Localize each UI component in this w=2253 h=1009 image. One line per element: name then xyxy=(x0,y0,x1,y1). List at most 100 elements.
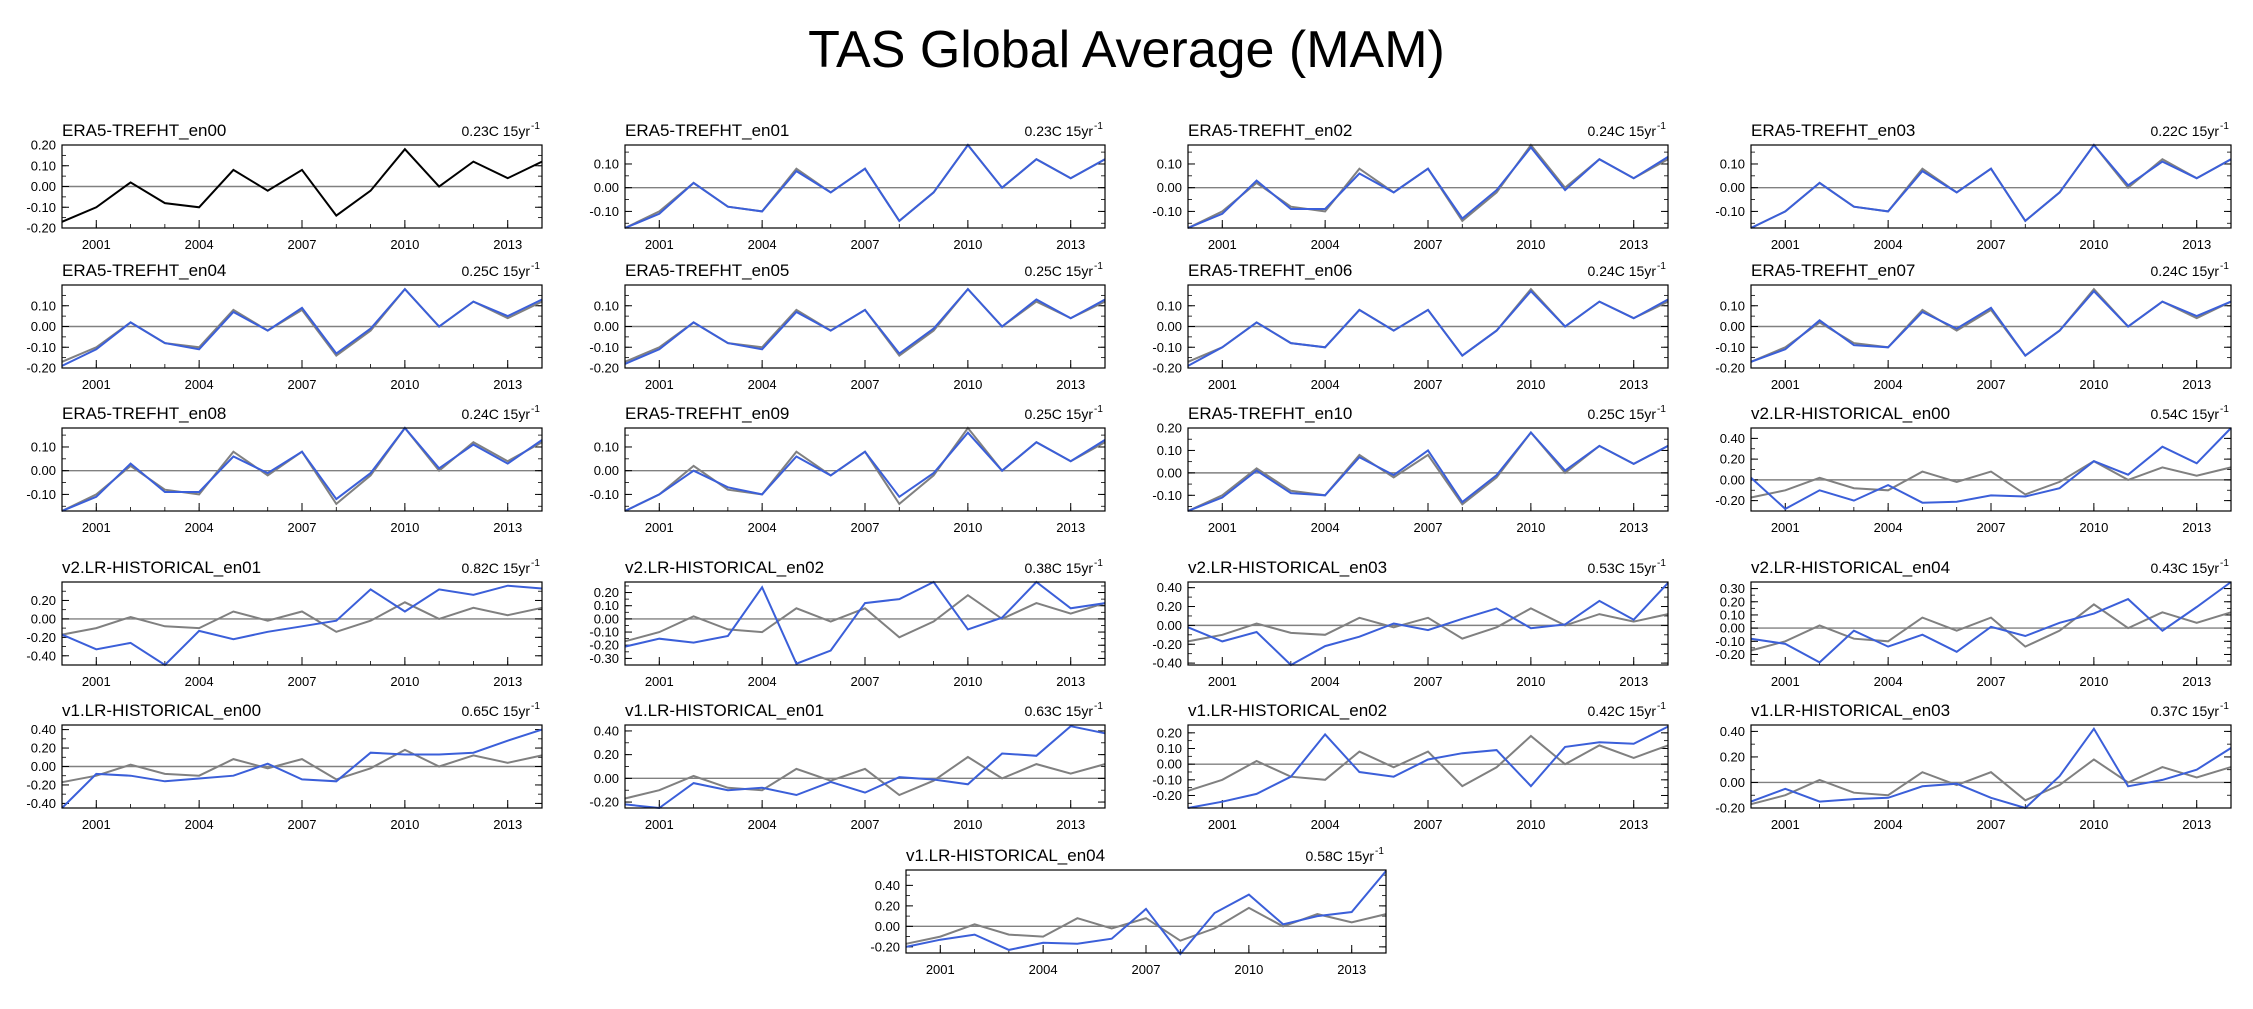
panel-title: ERA5-TREFHT_en00 xyxy=(62,121,226,140)
model-series-line xyxy=(1187,289,1669,367)
plot-frame xyxy=(61,581,543,666)
ytick-label: -0.20 xyxy=(1152,361,1182,376)
xtick-label: 2007 xyxy=(288,817,317,832)
plot-frame xyxy=(1750,144,2232,229)
xtick-label: 2013 xyxy=(1056,237,1085,252)
panel-trend: 0.24C 15yr xyxy=(1588,263,1657,279)
xtick-label: 2007 xyxy=(1414,520,1443,535)
xtick-label: 2001 xyxy=(645,520,674,535)
plot-frame xyxy=(61,144,543,229)
ytick-label: 0.10 xyxy=(1157,156,1182,171)
xtick-label: 2007 xyxy=(1977,674,2006,689)
panel-title: v2.LR-HISTORICAL_en02 xyxy=(625,558,824,577)
panel-trend: 0.25C 15yr xyxy=(1025,406,1094,422)
panel-trend: 0.58C 15yr xyxy=(1306,848,1375,864)
xtick-label: 2001 xyxy=(82,817,111,832)
ytick-label: 0.40 xyxy=(1720,431,1745,446)
xtick-label: 2007 xyxy=(851,674,880,689)
plot-frame xyxy=(61,724,543,809)
ytick-label: 0.00 xyxy=(31,759,56,774)
reference-series-line xyxy=(624,593,1106,643)
panel-v2.LR-HISTORICAL_en01: v2.LR-HISTORICAL_en01 0.82C 15yr -1 0.20 0.0… xyxy=(26,558,543,689)
ytick-label: -0.10 xyxy=(1152,488,1182,503)
xtick-label: 2007 xyxy=(851,237,880,252)
figure-title: TAS Global Average (MAM) xyxy=(808,21,1445,79)
model-series-line xyxy=(1187,145,1669,229)
panel-trend: 0.82C 15yr xyxy=(462,560,531,576)
xtick-label: 2001 xyxy=(645,674,674,689)
trend-exponent: -1 xyxy=(1657,404,1666,415)
panel-title: ERA5-TREFHT_en08 xyxy=(62,404,226,423)
ytick-label: -0.10 xyxy=(589,487,619,502)
ytick-label: 0.20 xyxy=(594,585,619,600)
ytick-label: -0.20 xyxy=(1152,788,1182,803)
xtick-label: 2001 xyxy=(1208,674,1237,689)
trend-exponent: -1 xyxy=(1094,404,1103,415)
ytick-label: -0.20 xyxy=(26,630,56,645)
xtick-label: 2007 xyxy=(1132,962,1161,977)
plot-frame xyxy=(1187,724,1669,809)
trend-exponent: -1 xyxy=(2220,261,2229,272)
xtick-label: 2007 xyxy=(288,377,317,392)
ytick-label: -0.20 xyxy=(1715,801,1745,816)
xtick-label: 2004 xyxy=(1311,520,1340,535)
ytick-label: -0.20 xyxy=(589,795,619,810)
trend-exponent: -1 xyxy=(1094,701,1103,712)
plot-frame xyxy=(1187,427,1669,512)
xtick-label: 2004 xyxy=(185,237,214,252)
xtick-label: 2013 xyxy=(1619,817,1648,832)
xtick-label: 2001 xyxy=(926,962,955,977)
ytick-label: 0.00 xyxy=(594,463,619,478)
xtick-label: 2007 xyxy=(1977,817,2006,832)
trend-exponent: -1 xyxy=(2220,701,2229,712)
xtick-label: 2013 xyxy=(493,817,522,832)
ytick-label: 0.00 xyxy=(31,611,56,626)
xtick-label: 2004 xyxy=(1874,817,1903,832)
xtick-label: 2004 xyxy=(185,377,214,392)
ytick-label: -0.10 xyxy=(589,625,619,640)
ytick-label: 0.10 xyxy=(31,439,56,454)
xtick-label: 2004 xyxy=(748,520,777,535)
plot-frame xyxy=(61,284,543,369)
panel-v2.LR-HISTORICAL_en02: v2.LR-HISTORICAL_en02 0.38C 15yr -1 0.200.1… xyxy=(589,558,1106,689)
plot-frame xyxy=(624,144,1106,229)
panel-title: ERA5-TREFHT_en10 xyxy=(1188,404,1352,423)
panel-title: v2.LR-HISTORICAL_en03 xyxy=(1188,558,1387,577)
ytick-label: 0.00 xyxy=(594,319,619,334)
ytick-label: 0.20 xyxy=(31,138,56,153)
plot-frame xyxy=(1187,144,1669,229)
ytick-label: -0.40 xyxy=(1152,656,1182,671)
panel-ERA5-TREFHT_en05: ERA5-TREFHT_en05 0.25C 15yr -1 0.10 0.00 -0.1… xyxy=(589,261,1106,392)
trend-exponent: -1 xyxy=(1094,261,1103,272)
panel-title: v1.LR-HISTORICAL_en00 xyxy=(62,701,261,720)
xtick-label: 2013 xyxy=(493,237,522,252)
panel-ERA5-TREFHT_en04: ERA5-TREFHT_en04 0.25C 15yr -1 0.10 0.00 -0.1… xyxy=(26,261,543,392)
xtick-label: 2007 xyxy=(288,237,317,252)
ytick-label: -0.10 xyxy=(589,340,619,355)
plot-frame xyxy=(624,284,1106,369)
panel-trend: 0.43C 15yr xyxy=(2151,560,2220,576)
panel-title: ERA5-TREFHT_en04 xyxy=(62,261,226,280)
xtick-label: 2004 xyxy=(1029,962,1058,977)
xtick-label: 2001 xyxy=(1771,377,1800,392)
model-series-line xyxy=(1750,581,2232,664)
ytick-label: 0.40 xyxy=(875,878,900,893)
model-series-line xyxy=(61,147,543,223)
plot-frame xyxy=(1750,724,2232,809)
xtick-label: 2007 xyxy=(288,520,317,535)
reference-series-line xyxy=(61,748,543,784)
xtick-label: 2010 xyxy=(2079,674,2108,689)
reference-series-line xyxy=(1187,143,1669,229)
ytick-label: 0.10 xyxy=(594,439,619,454)
panel-trend: 0.65C 15yr xyxy=(462,703,531,719)
ytick-label: 0.20 xyxy=(1157,599,1182,614)
panel-trend: 0.54C 15yr xyxy=(2151,406,2220,422)
reference-series-line xyxy=(624,755,1106,800)
reference-series-line xyxy=(1187,734,1669,792)
xtick-label: 2010 xyxy=(2079,237,2108,252)
xtick-label: 2010 xyxy=(2079,817,2108,832)
plot-frame xyxy=(1187,284,1669,369)
ytick-label: 0.00 xyxy=(1157,465,1182,480)
ytick-label: 0.00 xyxy=(1720,472,1745,487)
panel-ERA5-TREFHT_en07: ERA5-TREFHT_en07 0.24C 15yr -1 0.10 0.00 -0.1… xyxy=(1715,261,2232,392)
